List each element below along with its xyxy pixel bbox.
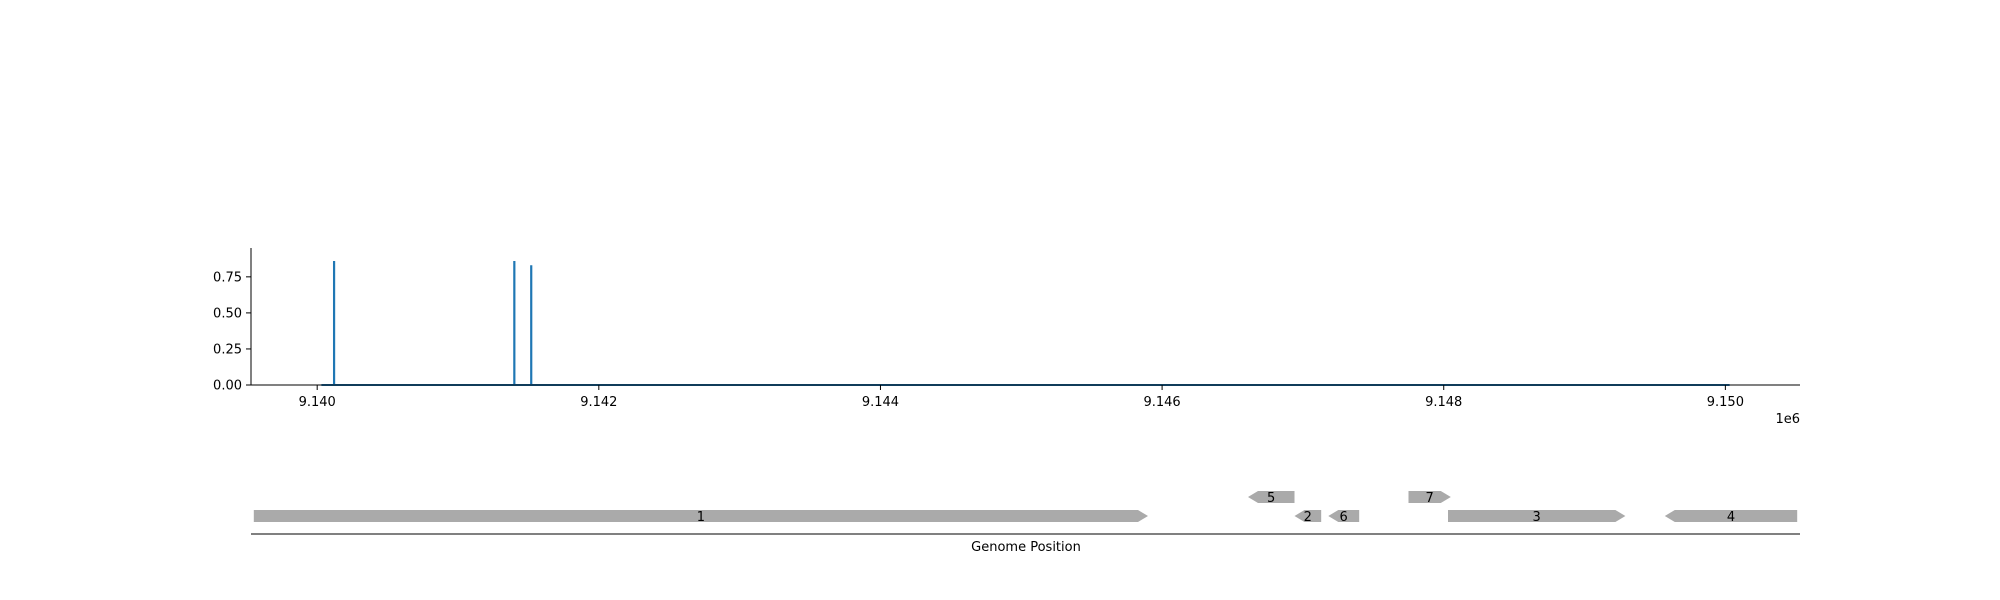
gene-feature-label: 7 bbox=[1425, 491, 1433, 506]
gene-feature-5 bbox=[1248, 491, 1295, 503]
gene-feature-6 bbox=[1328, 510, 1360, 522]
gene-feature-label: 4 bbox=[1727, 510, 1735, 525]
y-tick-label: 0.00 bbox=[213, 379, 242, 394]
gene-track-xlabel: Genome Position bbox=[971, 540, 1081, 555]
x-axis-ticks: 9.140 9.142 9.144 9.146 9.148 9.150 bbox=[299, 385, 1744, 410]
x-tick-label: 9.140 bbox=[299, 395, 336, 410]
x-tick-label: 9.148 bbox=[1425, 395, 1462, 410]
coverage-plot: 9.140 9.142 9.144 9.146 9.148 9.150 0.000.250… bbox=[213, 248, 1800, 427]
gene-feature-label: 3 bbox=[1533, 510, 1541, 525]
y-tick-label: 0.25 bbox=[213, 342, 242, 357]
gene-feature-label: 2 bbox=[1304, 510, 1312, 525]
y-tick-label: 0.50 bbox=[213, 306, 242, 321]
gene-feature-label: 5 bbox=[1267, 491, 1275, 506]
x-tick-label: 9.142 bbox=[580, 395, 617, 410]
gene-feature-7 bbox=[1408, 491, 1451, 503]
gene-features: 1 2 6 3 4 5 7 bbox=[253, 491, 1798, 525]
y-axis-ticks: 0.00 0.25 0.50 0.75 bbox=[213, 270, 251, 394]
x-tick-label: 9.150 bbox=[1707, 395, 1744, 410]
y-tick-label: 0.75 bbox=[213, 270, 242, 285]
gene-feature-label: 6 bbox=[1340, 510, 1348, 525]
gene-feature-3 bbox=[1448, 510, 1626, 522]
gene-track: 1 2 6 3 4 5 7 Genome Position bbox=[251, 491, 1800, 555]
gene-feature-4 bbox=[1664, 510, 1798, 522]
x-tick-label: 9.146 bbox=[1143, 395, 1180, 410]
gene-feature-label: 1 bbox=[697, 510, 705, 525]
x-tick-label: 9.144 bbox=[862, 395, 899, 410]
gene-feature-2 bbox=[1294, 510, 1322, 522]
x-axis-offset-label: 1e6 bbox=[1775, 412, 1800, 427]
gene-feature-1 bbox=[253, 510, 1149, 522]
